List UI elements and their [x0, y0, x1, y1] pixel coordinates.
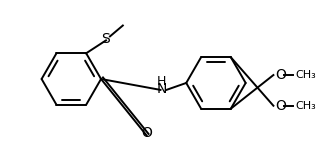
Text: N: N — [156, 82, 167, 96]
Text: O: O — [276, 99, 286, 113]
Text: CH₃: CH₃ — [295, 101, 316, 111]
Text: S: S — [102, 32, 110, 46]
Text: O: O — [276, 68, 286, 82]
Text: CH₃: CH₃ — [295, 70, 316, 80]
Text: H: H — [157, 76, 166, 88]
Text: O: O — [141, 126, 152, 140]
